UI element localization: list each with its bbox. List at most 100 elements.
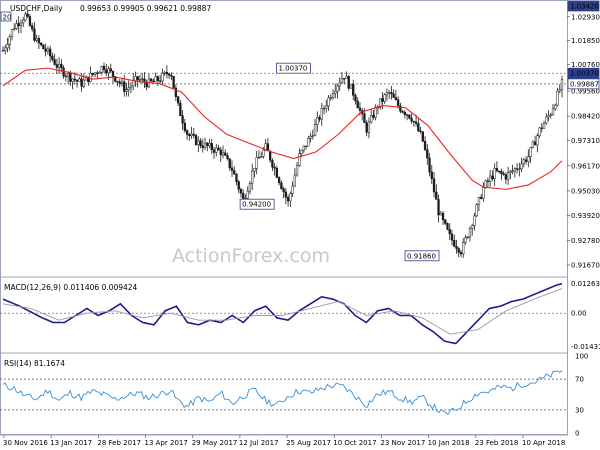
candle-body <box>412 120 415 123</box>
candle-body <box>426 149 429 159</box>
candle-body <box>82 79 85 87</box>
candle-body <box>91 73 94 75</box>
candle-body <box>197 140 200 145</box>
x-tick-label-3: 13 Apr 2017 <box>145 439 188 447</box>
candle-body <box>280 182 283 190</box>
candle-body <box>1 50 5 52</box>
candle-body <box>513 168 517 172</box>
candle-body <box>107 68 110 74</box>
candle-body <box>13 28 16 30</box>
price-tag-label-0: 1.03420 <box>570 2 599 10</box>
candle-body <box>410 117 413 122</box>
candle-body <box>96 72 99 74</box>
candle-body <box>145 82 148 88</box>
candle-body <box>527 156 530 162</box>
price-tick-label-9: 0.92780 <box>571 237 600 245</box>
candle-body <box>111 70 115 77</box>
candle-body <box>390 92 393 95</box>
candle-body <box>509 170 512 173</box>
candle-body <box>331 93 335 99</box>
price-annotation-box-1 <box>239 198 275 210</box>
candle-body <box>506 172 510 180</box>
candle-body <box>235 173 238 182</box>
candle-body <box>35 38 38 41</box>
top-left-tag-box <box>0 11 12 22</box>
candle-body <box>136 76 139 81</box>
candle-body <box>439 212 442 216</box>
price-annotation-label-2: 0.91860 <box>407 252 436 260</box>
candle-body <box>69 73 72 82</box>
candle-body <box>87 76 90 82</box>
rsi-tick-label-0: 100 <box>575 353 588 361</box>
candle-body <box>4 47 7 51</box>
candle-body <box>116 80 119 83</box>
candle-body <box>401 111 404 113</box>
candle-body <box>212 149 216 153</box>
rsi-tick-label-3: 0 <box>575 430 579 438</box>
candle-body <box>484 180 487 188</box>
candle-body <box>28 16 32 26</box>
candle-body <box>237 181 240 190</box>
candle-body <box>560 79 564 91</box>
candle-body <box>302 145 305 151</box>
x-tick-label-7: 10 Oct 2017 <box>333 439 376 447</box>
price-tick-label-0: 1.02930 <box>571 13 600 21</box>
candle-body <box>206 142 209 146</box>
candle-body <box>455 245 458 249</box>
candle-body <box>430 171 433 179</box>
candle-body <box>540 127 543 129</box>
macd-pane-title: MACD(12,26,9) 0.011406 0.009424 <box>4 283 138 292</box>
candle-body <box>304 145 308 148</box>
candle-body <box>51 55 54 60</box>
candle-body <box>446 223 449 230</box>
candle-body <box>334 90 337 94</box>
candle-body <box>435 191 438 200</box>
candle-body <box>233 170 236 175</box>
candle-body <box>282 188 285 193</box>
candle-body <box>347 76 350 89</box>
candle-body <box>403 111 407 115</box>
candle-body <box>125 89 128 92</box>
candle-body <box>545 116 548 124</box>
candle-body <box>66 73 70 77</box>
candle-body <box>372 115 375 118</box>
candle-body <box>466 236 469 238</box>
candle-body <box>482 187 485 199</box>
candle-body <box>185 130 189 135</box>
candle-body <box>531 141 534 148</box>
candle-body <box>417 123 420 132</box>
candle-body <box>165 71 169 75</box>
candle-body <box>170 74 173 77</box>
macd-layer: 0.01263 0.00 -0.014312 <box>0 280 600 351</box>
x-tick-label-5: 12 Jul 2017 <box>239 439 279 447</box>
candle-body <box>338 82 341 87</box>
candle-body <box>457 248 460 253</box>
candle-body <box>181 115 184 124</box>
top-left-tag: 20 <box>3 14 12 22</box>
price-candles <box>1 10 564 258</box>
candle-body <box>201 145 204 148</box>
price-tick-label-8: 0.93920 <box>571 212 600 220</box>
candle-body <box>275 168 279 178</box>
candle-body <box>60 63 63 69</box>
candle-body <box>48 48 52 57</box>
candle-body <box>105 69 108 74</box>
candle-body <box>114 76 117 82</box>
rsi-tick-label-2: 30 <box>575 406 584 414</box>
candle-body <box>495 168 499 172</box>
candle-body <box>161 73 164 82</box>
candle-body <box>19 22 23 26</box>
candle-body <box>356 100 359 109</box>
price-axis: 1.02930 1.01850 1.00760 0.99560 0.98420 0.973… <box>567 0 600 269</box>
candle-body <box>273 166 276 169</box>
candle-body <box>441 212 445 221</box>
candle-body <box>40 42 43 46</box>
price-tick-label-3: 0.99560 <box>571 88 600 96</box>
candle-body <box>80 78 83 87</box>
candle-body <box>158 80 162 82</box>
candle-body <box>284 191 288 198</box>
price-annotations: 1.00370 0.94200 0.91860 <box>239 62 440 262</box>
price-annotation-box-2 <box>404 250 440 262</box>
candle-body <box>311 135 314 137</box>
candle-body <box>239 188 243 194</box>
